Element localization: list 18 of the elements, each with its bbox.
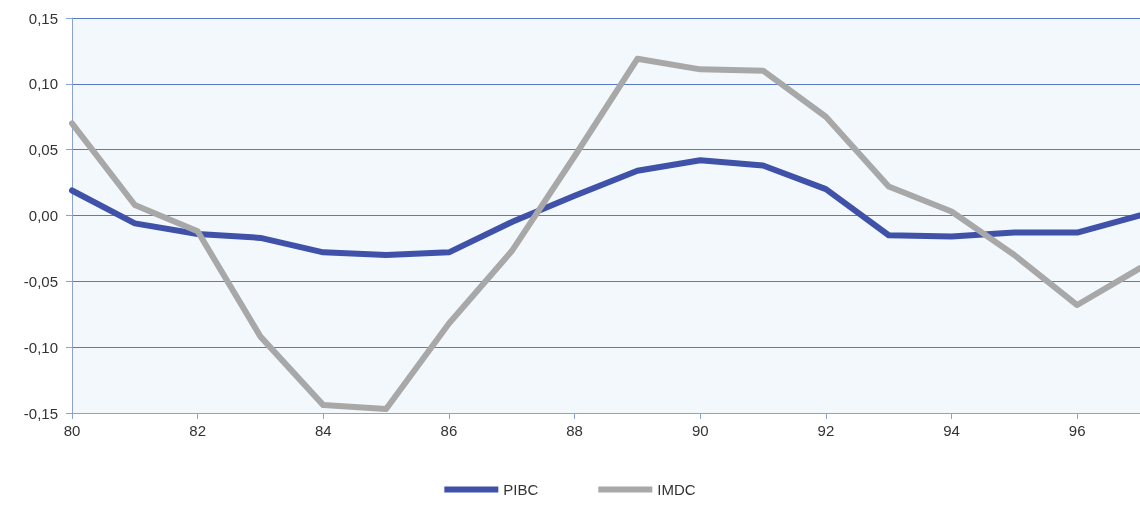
legend-label: PIBC [503,481,539,498]
x-tick-label: 90 [691,422,709,439]
x-tick-label: 86 [440,422,458,439]
x-tick-label: 88 [566,422,583,439]
x-tick-label: 92 [817,422,835,439]
x-tick-label: 80 [63,422,81,439]
y-tick-label: 0,00 [28,207,58,224]
y-tick-label: 0,05 [28,141,58,159]
y-tick-label: 0,15 [28,9,58,27]
y-tick-label: -0,15 [23,404,58,422]
y-tick-label: -0,05 [23,272,58,290]
y-tick-label: 0,10 [28,75,58,93]
x-tick-label: 84 [314,422,332,439]
x-tick-label: 94 [943,422,960,439]
legend-label: IMDC [657,481,696,498]
y-tick-label: -0,10 [23,338,58,356]
x-tick-label: 96 [1068,422,1086,439]
x-tick-label: 82 [189,422,206,439]
